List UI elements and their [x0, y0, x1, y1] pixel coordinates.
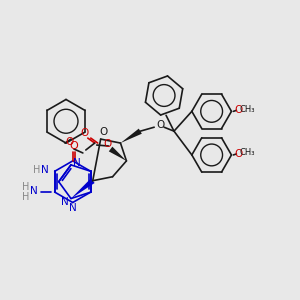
- Text: CH₃: CH₃: [240, 148, 255, 158]
- Polygon shape: [71, 178, 94, 199]
- Text: CH₃: CH₃: [240, 105, 255, 114]
- Text: H: H: [33, 165, 40, 175]
- Text: O: O: [234, 105, 242, 116]
- Text: H: H: [22, 182, 30, 192]
- Text: O: O: [103, 139, 112, 149]
- Text: N: N: [61, 197, 69, 208]
- Text: N: N: [30, 186, 38, 196]
- Text: H: H: [22, 192, 30, 202]
- Text: N: N: [73, 158, 81, 168]
- Polygon shape: [109, 147, 126, 161]
- Text: O: O: [81, 128, 89, 138]
- Text: O: O: [100, 127, 108, 137]
- Text: N: N: [69, 203, 76, 214]
- Text: O: O: [234, 149, 242, 159]
- Text: O: O: [156, 120, 164, 130]
- Text: O: O: [66, 137, 74, 147]
- Text: O: O: [69, 141, 78, 151]
- Text: N: N: [41, 165, 49, 175]
- Polygon shape: [121, 129, 142, 143]
